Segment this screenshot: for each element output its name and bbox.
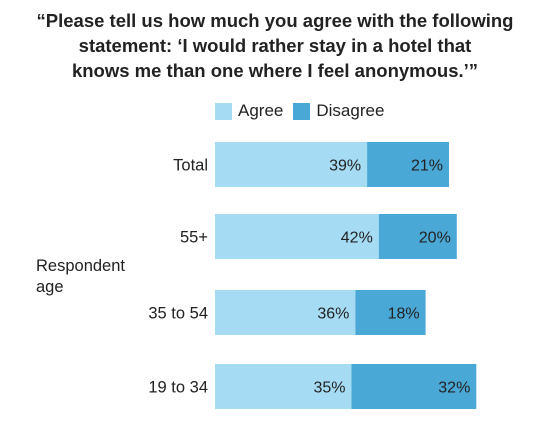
data-label-disagree-55: 20% <box>419 230 451 247</box>
bar-disagree-35-to-54 <box>355 290 426 335</box>
chart-title: “Please tell us how much you agree with … <box>0 8 550 83</box>
data-label-agree-19-to-34: 35% <box>313 380 345 397</box>
bar-disagree-total <box>367 142 449 187</box>
y-axis-label-line-2: age <box>36 278 64 296</box>
category-label-19-to-34: 19 to 34 <box>148 379 208 397</box>
category-label-total: Total <box>173 157 208 175</box>
chart-title-line-2: statement: ‘I would rather stay in a hot… <box>78 35 472 56</box>
legend-swatch-agree <box>215 102 232 120</box>
legend-label-disagree: Disagree <box>316 101 385 120</box>
category-label-35-to-54: 35 to 54 <box>148 305 208 323</box>
chart-title-line-1: “Please tell us how much you agree with … <box>36 10 514 31</box>
chart-legend: Agree Disagree <box>215 101 394 121</box>
bar-agree-55 <box>215 214 379 259</box>
y-axis-label-line-1: Respondent <box>36 257 125 275</box>
data-label-agree-total: 39% <box>329 158 361 175</box>
y-axis-label: Respondent age <box>36 256 125 298</box>
data-label-disagree-total: 21% <box>411 158 443 175</box>
legend-swatch-disagree <box>293 102 311 120</box>
bar-disagree-55 <box>378 214 457 259</box>
data-label-disagree-35-to-54: 18% <box>388 306 420 323</box>
bar-disagree-19-to-34 <box>351 364 477 409</box>
chart-title-line-3: knows me than one where I feel anonymous… <box>71 60 479 81</box>
legend-label-agree: Agree <box>238 101 284 120</box>
bar-agree-35-to-54 <box>215 290 356 335</box>
category-label-55: 55+ <box>180 229 208 247</box>
legend-item-disagree: Disagree <box>293 101 384 121</box>
bar-agree-19-to-34 <box>215 364 352 409</box>
data-label-agree-35-to-54: 36% <box>317 306 349 323</box>
data-label-agree-55: 42% <box>341 230 373 247</box>
legend-item-agree: Agree <box>215 101 283 121</box>
bar-agree-total <box>215 142 368 187</box>
data-label-disagree-19-to-34: 32% <box>438 380 470 397</box>
